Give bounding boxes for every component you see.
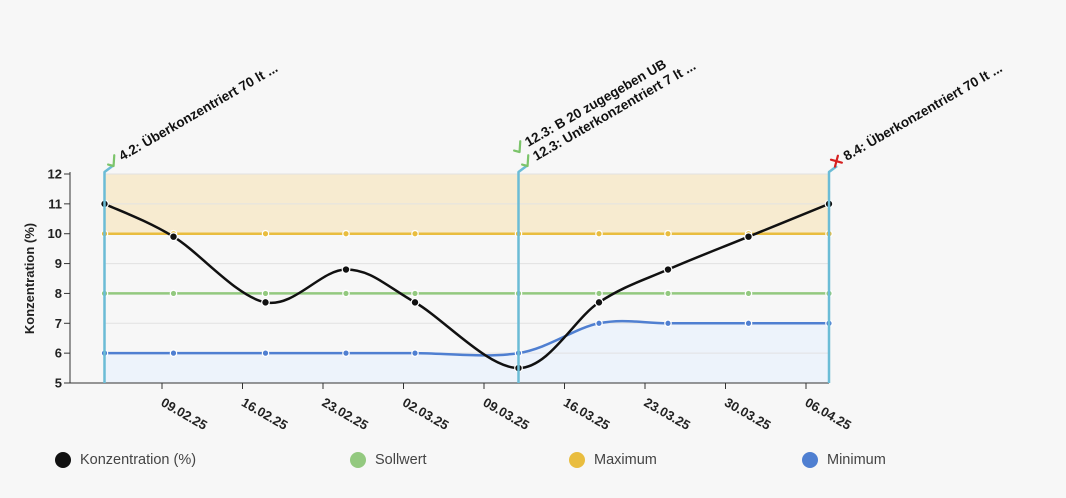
data-point — [169, 232, 178, 242]
x-tick-label: 30.03.25 — [722, 395, 773, 433]
legend-label: Minimum — [827, 452, 886, 468]
legend-color-dot — [55, 452, 71, 468]
x-tick-label: 23.02.25 — [320, 395, 371, 433]
data-point — [744, 289, 753, 298]
data-point — [169, 349, 178, 357]
data-point — [342, 289, 350, 298]
legend-color-dot — [350, 452, 366, 468]
legend-item[interactable]: Maximum — [569, 452, 657, 468]
data-point — [261, 297, 270, 307]
check-icon — [513, 140, 522, 154]
legend-label: Konzentration (%) — [80, 452, 197, 468]
y-tick-label: 11 — [48, 196, 62, 211]
x-tick-label: 09.02.25 — [159, 395, 210, 433]
data-point — [342, 349, 350, 357]
annotation-line — [517, 165, 528, 383]
data-point — [595, 289, 603, 298]
legend-item[interactable]: Minimum — [802, 452, 886, 468]
x-tick-label: 06.04.25 — [803, 395, 854, 433]
annotation-line — [827, 165, 838, 383]
data-point — [664, 319, 672, 328]
legend-color-dot — [802, 452, 818, 468]
data-point — [411, 349, 419, 357]
annotation-text: 4.2: Überkonzentriert 70 lt ... — [116, 60, 280, 163]
data-point — [261, 289, 270, 298]
chart-legend: Konzentration (%) Sollwert Maximum Minimum — [0, 452, 1066, 476]
data-point — [341, 265, 351, 274]
data-point — [663, 265, 673, 274]
data-point — [595, 229, 603, 238]
y-tick-label: 8 — [55, 286, 62, 301]
data-point — [664, 229, 672, 238]
annotation-label: 4.2: Überkonzentriert 70 lt ... — [107, 60, 280, 168]
band-below-minimum — [104, 321, 829, 383]
data-point — [169, 289, 178, 298]
data-point — [411, 289, 419, 298]
cross-icon — [829, 154, 844, 168]
annotation-text: 8.4: Überkonzentriert 70 lt ... — [841, 60, 1005, 163]
legend-item[interactable]: Konzentration (%) — [55, 452, 196, 468]
y-tick-label: 9 — [55, 256, 62, 271]
data-point — [342, 229, 350, 238]
bands — [104, 174, 829, 383]
annotation-label: 12.3: B 20 zugegeben UB — [513, 56, 669, 154]
y-tick-label: 12 — [48, 167, 62, 182]
annotation: 8.4: Überkonzentriert 70 lt ... — [827, 60, 1005, 383]
annotation-text: 12.3: Unterkonzentriert 7 lt ... — [530, 58, 698, 164]
check-icon — [521, 154, 530, 168]
series-line-minimum — [104, 319, 829, 357]
x-tick-label: 16.03.25 — [561, 395, 612, 433]
data-point — [595, 319, 603, 328]
annotation-line — [103, 165, 114, 383]
annotation-text: 12.3: B 20 zugegeben UB — [522, 56, 669, 149]
data-point — [594, 297, 604, 307]
annotation-label: 8.4: Überkonzentriert 70 lt ... — [829, 60, 1005, 168]
legend-label: Maximum — [594, 452, 657, 468]
data-point — [261, 229, 270, 238]
y-tick-label: 10 — [48, 226, 62, 241]
data-point — [664, 289, 672, 298]
x-tick-label: 02.03.25 — [400, 395, 451, 433]
annotation-label: 12.3: Unterkonzentriert 7 lt ... — [521, 58, 698, 168]
legend-label: Sollwert — [375, 452, 427, 468]
y-tick-label: 6 — [55, 346, 62, 361]
x-tick-label: 23.03.25 — [642, 395, 693, 433]
y-tick-label: 5 — [55, 376, 62, 391]
x-tick-label: 16.02.25 — [239, 395, 290, 433]
series-line-konzentration- — [103, 202, 830, 370]
y-axis-title: Konzentration (%) — [22, 223, 37, 334]
data-point — [744, 319, 753, 328]
legend-color-dot — [569, 452, 585, 468]
data-point — [744, 232, 753, 242]
data-point — [261, 349, 270, 357]
legend-item[interactable]: Sollwert — [350, 452, 427, 468]
y-tick-label: 7 — [55, 316, 62, 331]
data-point — [410, 297, 420, 307]
check-icon — [107, 154, 116, 168]
data-point — [411, 229, 419, 238]
x-tick-label: 09.03.25 — [481, 395, 532, 433]
